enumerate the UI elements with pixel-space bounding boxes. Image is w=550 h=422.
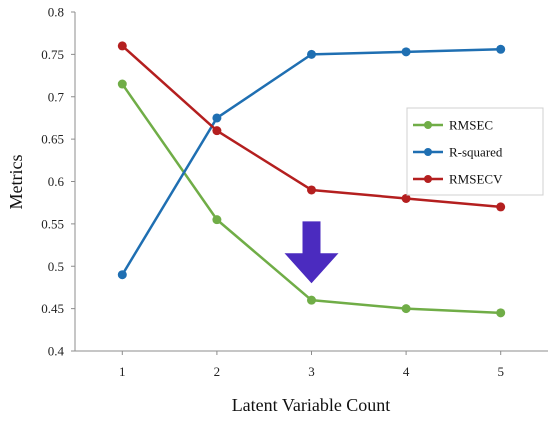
- legend-label-rmsec: RMSEC: [449, 118, 493, 133]
- x-tick-label: 1: [119, 364, 126, 379]
- y-tick-label: 0.7: [48, 89, 65, 104]
- data-point-r-squared: [117, 270, 127, 280]
- series-group: [117, 41, 506, 318]
- x-tick-label: 4: [403, 364, 410, 379]
- data-point-rmsecv: [496, 202, 506, 212]
- data-point-rmsec: [212, 215, 222, 225]
- data-point-rmsec: [401, 304, 411, 314]
- y-tick-label: 0.4: [48, 344, 65, 359]
- y-tick-label: 0.45: [41, 301, 64, 316]
- legend-marker-rmsec: [424, 121, 432, 129]
- down-arrow-annotation: [284, 221, 339, 284]
- legend: RMSEC R-squared RMSECV: [406, 107, 544, 196]
- y-tick-label: 0.75: [41, 47, 64, 62]
- data-point-rmsec: [117, 79, 127, 89]
- y-ticks: 0.4 0.45 0.5 0.55 0.6 0.65 0.7 0.75 0.8: [41, 5, 75, 359]
- data-point-rmsecv: [117, 41, 127, 51]
- x-ticks: 1 2 3 4 5: [119, 351, 504, 379]
- x-tick-label: 5: [497, 364, 504, 379]
- y-tick-label: 0.6: [48, 174, 65, 189]
- data-point-rmsecv: [401, 193, 411, 203]
- data-point-r-squared: [307, 49, 316, 59]
- annotations: [284, 221, 339, 284]
- data-point-rmsecv: [307, 185, 316, 195]
- y-tick-label: 0.5: [48, 259, 64, 274]
- legend-marker-rmsecv: [424, 175, 432, 183]
- data-point-rmsec: [496, 308, 506, 318]
- y-tick-label: 0.65: [41, 132, 64, 147]
- x-tick-label: 2: [214, 364, 221, 379]
- data-point-rmsecv: [212, 126, 222, 136]
- x-axis-label: Latent Variable Count: [232, 395, 391, 415]
- data-point-rmsec: [307, 295, 316, 305]
- y-tick-label: 0.8: [48, 5, 64, 20]
- legend-label-r-squared: R-squared: [449, 145, 503, 160]
- legend-marker-r-squared: [424, 148, 432, 156]
- data-point-r-squared: [496, 44, 506, 54]
- y-axis-label: Metrics: [6, 155, 26, 210]
- legend-label-rmsecv: RMSECV: [449, 172, 503, 187]
- data-point-r-squared: [212, 113, 222, 123]
- y-tick-label: 0.55: [41, 216, 64, 231]
- data-point-r-squared: [401, 47, 411, 57]
- x-tick-label: 3: [308, 364, 315, 379]
